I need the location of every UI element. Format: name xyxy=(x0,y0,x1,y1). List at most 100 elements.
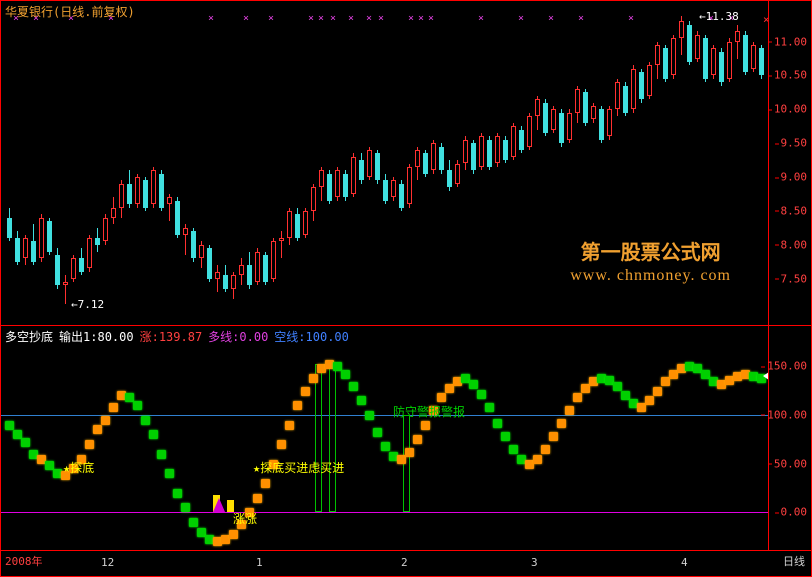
x-mark-icon: × xyxy=(418,13,424,24)
x-mark-icon: × xyxy=(366,13,372,24)
x-mark-icon: × xyxy=(348,13,354,24)
oscillator-block xyxy=(565,406,574,415)
oscillator-block xyxy=(653,387,662,396)
indicator-tick: 100.00 xyxy=(767,408,807,421)
oscillator-block xyxy=(645,396,654,405)
price-tick: 9.50 xyxy=(781,137,808,150)
signal-bar xyxy=(329,364,336,512)
oscillator-block xyxy=(141,416,150,425)
oscillator-block xyxy=(365,411,374,420)
chart-title: 华夏银行(日线.前复权) xyxy=(5,3,135,20)
oscillator-block xyxy=(557,419,566,428)
signal-bar xyxy=(315,364,322,512)
oscillator-block xyxy=(493,419,502,428)
time-axis: 2008年 日线 121234 xyxy=(1,551,811,575)
oscillator-block xyxy=(301,387,310,396)
price-annotation: ←11.38 xyxy=(699,10,739,23)
oscillator-block xyxy=(357,396,366,405)
period-label: 日线 xyxy=(783,553,805,569)
oscillator-block xyxy=(285,421,294,430)
x-mark-icon: × xyxy=(268,13,274,24)
oscillator-block xyxy=(469,380,478,389)
indicator-value: 涨:139.87 xyxy=(140,330,203,344)
threshold-line xyxy=(1,512,768,513)
indicator-value: 输出1:80.00 xyxy=(59,330,134,344)
oscillator-block xyxy=(573,393,582,402)
oscillator-block xyxy=(133,401,142,410)
time-tick: 2 xyxy=(401,556,408,569)
oscillator-block xyxy=(149,430,158,439)
oscillator-block xyxy=(485,403,494,412)
indicator-tick: 0.00 xyxy=(781,506,808,519)
price-tick: 10.50 xyxy=(774,69,807,82)
oscillator-block xyxy=(533,455,542,464)
indicator-value: 多空抄底 xyxy=(5,330,53,344)
x-mark-icon: × xyxy=(308,13,314,24)
x-mark-icon: × xyxy=(378,13,384,24)
year-label: 2008年 xyxy=(5,553,43,569)
oscillator-block xyxy=(109,403,118,412)
oscillator-block xyxy=(93,425,102,434)
price-tick: 11.00 xyxy=(774,35,807,48)
price-annotation: ←7.12 xyxy=(71,298,104,311)
oscillator-block xyxy=(373,428,382,437)
x-mark-icon: × xyxy=(243,13,249,24)
threshold-line xyxy=(1,415,768,416)
indicator-value: 空线:100.00 xyxy=(274,330,349,344)
oscillator-block xyxy=(341,370,350,379)
price-tick: 9.00 xyxy=(781,171,808,184)
oscillator-block xyxy=(381,442,390,451)
oscillator-block xyxy=(253,494,262,503)
watermark-title: 第一股票公式网 xyxy=(570,236,731,265)
price-axis: 7.508.008.509.009.5010.0010.5011.00 xyxy=(769,1,811,325)
oscillator-block xyxy=(5,421,14,430)
x-mark-icon: × xyxy=(330,13,336,24)
indicator-axis: 0.00 50.00 100.00 150.00 xyxy=(769,326,811,550)
oscillator-block xyxy=(437,393,446,402)
watermark-url: www. chnmoney. com xyxy=(570,267,731,285)
oscillator-block xyxy=(549,432,558,441)
indicator-tick: 150.00 xyxy=(767,360,807,373)
oscillator-block xyxy=(21,438,30,447)
oscillator-block xyxy=(261,479,270,488)
oscillator-block xyxy=(165,469,174,478)
oscillator-block xyxy=(349,382,358,391)
watermark: 第一股票公式网 www. chnmoney. com xyxy=(570,236,731,285)
x-mark-icon: × xyxy=(318,13,324,24)
stock-chart-container: 华夏银行(日线.前复权) ××××××××××××××××××××××××←7.… xyxy=(0,0,812,577)
signal-label: ★探底买进虑买进 xyxy=(253,459,344,476)
time-tick: 12 xyxy=(101,556,114,569)
x-mark-icon: × xyxy=(548,13,554,24)
oscillator-block xyxy=(477,390,486,399)
candlestick-panel[interactable]: 华夏银行(日线.前复权) ××××××××××××××××××××××××←7.… xyxy=(1,1,811,326)
oscillator-block xyxy=(501,432,510,441)
oscillator-block xyxy=(85,440,94,449)
oscillator-block xyxy=(277,440,286,449)
indicator-plot[interactable]: ★探底★探底买进虑买进防守警报警报涨涨 xyxy=(1,326,769,550)
indicator-panel[interactable]: 多空抄底输出1:80.00 涨:139.87 多线:0.00 空线:100.00 ★探… xyxy=(1,326,811,551)
time-tick: 1 xyxy=(256,556,263,569)
indicator-tick: 50.00 xyxy=(774,457,807,470)
price-tick: 7.50 xyxy=(781,272,808,285)
oscillator-block xyxy=(509,445,518,454)
x-mark-icon: × xyxy=(428,13,434,24)
time-tick: 4 xyxy=(681,556,688,569)
oscillator-block xyxy=(189,518,198,527)
oscillator-block xyxy=(309,374,318,383)
triangle-up-icon xyxy=(213,498,225,512)
x-mark-icon: × xyxy=(518,13,524,24)
indicator-title: 多空抄底输出1:80.00 涨:139.87 多线:0.00 空线:100.00 xyxy=(5,328,355,345)
x-mark-icon: × xyxy=(628,13,634,24)
oscillator-block xyxy=(293,401,302,410)
oscillator-block xyxy=(405,448,414,457)
x-mark-icon: × xyxy=(578,13,584,24)
oscillator-block xyxy=(421,421,430,430)
oscillator-block xyxy=(173,489,182,498)
oscillator-block xyxy=(181,503,190,512)
oscillator-block xyxy=(613,382,622,391)
signal-label: 涨涨 xyxy=(233,510,257,527)
x-mark-icon: × xyxy=(208,13,214,24)
oscillator-block xyxy=(101,416,110,425)
indicator-value: 多线:0.00 xyxy=(208,330,268,344)
price-tick: 8.50 xyxy=(781,204,808,217)
